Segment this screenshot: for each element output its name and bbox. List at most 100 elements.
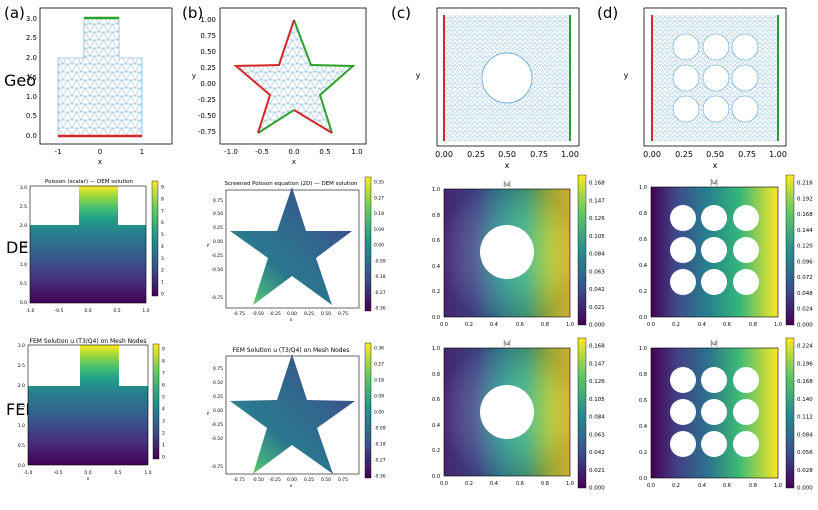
fem-c-xtick: 0.2 (465, 481, 473, 487)
dem-d-cbar-tick: 0.192 (797, 196, 813, 202)
dem-a-plot: Poisson (scalar) — DEM solution 0 1 2 3 4 5 6 7… (20, 179, 164, 314)
fem-c-ytick: 0.0 (432, 474, 440, 480)
dem-a-cbar-tick: 6 (161, 220, 164, 226)
fem-c-hole (480, 385, 534, 439)
dem-b-ytick: 0.25 (213, 225, 223, 231)
dem-d-plot: |u| 0.216 0.192 0.168 0.144 0.120 0.096 0.072 0… (639, 174, 813, 329)
dem-b-ylabel: y (207, 243, 210, 248)
fem-a-ytick: 1.5 (18, 403, 25, 409)
fem-b-cbar-tick: 0.27 (374, 362, 384, 368)
dem-b-cbar-tick: 0.27 (374, 195, 384, 201)
geo-b-xtick: -0.5 (255, 148, 269, 156)
fem-d-cbar-tick: 0.028 (797, 468, 813, 474)
panel-label-b: (b) (182, 4, 203, 22)
geo-b-ytick: 0.50 (200, 48, 216, 56)
fem-b-cbar-tick: 0.18 (374, 378, 384, 384)
dem-b-title: Screened Poisson equation (2D) — DEM sol… (225, 181, 358, 187)
dem-c-cbar-tick: 0.168 (589, 181, 605, 187)
dem-d-cbar-tick: 0.120 (797, 244, 813, 250)
dem-b-xtick: 0.00 (287, 311, 297, 317)
fem-c-xtick: 0.6 (516, 481, 524, 487)
fem-b-ytick: -0.50 (211, 436, 223, 442)
dem-d-xtick: 1.0 (774, 322, 782, 328)
dem-a-ytick: 2.5 (20, 204, 27, 210)
dem-d-cbar-tick: 0.000 (797, 323, 813, 329)
geo-b-ytick: 1.00 (200, 16, 216, 24)
dem-d-ytick: 0.0 (639, 315, 647, 321)
fem-c-cbar-tick: 0.042 (589, 450, 605, 456)
fem-a-cbar-tick: 8 (162, 359, 165, 365)
geo-a-ylabel: y (28, 72, 32, 80)
fem-d-xtick: 0.0 (647, 483, 655, 489)
fem-b-field (230, 354, 355, 474)
fem-a-cbar-tick: 3 (162, 419, 165, 425)
fem-c-cbar-tick: 0.105 (589, 397, 605, 403)
fem-a-cbar-tick: 1 (162, 443, 165, 449)
dem-d-cbar-tick: 0.048 (797, 291, 813, 297)
fem-a-cbar-tick: 5 (162, 395, 165, 401)
dem-c-hole (480, 225, 534, 279)
geo-d-xtick: 0.25 (675, 150, 693, 159)
dem-a-cbar-tick: 5 (161, 232, 164, 238)
dem-d-holes (670, 205, 759, 295)
fem-d-ytick: 0.6 (639, 398, 647, 404)
dem-b-xtick: 0.75 (338, 311, 348, 317)
dem-a-xtick: 0.5 (113, 308, 120, 314)
geo-c-ylabel: y (416, 71, 421, 80)
dem-b-xtick: -0.25 (269, 311, 281, 317)
geo-d-xtick: 0.00 (643, 150, 661, 159)
dem-c-cbar-tick: 0.126 (589, 216, 605, 222)
dem-d-ytick: 0.2 (639, 289, 647, 295)
geo-a-ytick: 3.0 (26, 15, 37, 23)
geo-b-ytick: 0.25 (200, 64, 216, 72)
dem-a-ytick: 3.0 (20, 185, 27, 191)
geo-b-plot: 1.00 0.75 0.50 0.25 0.00 -0.25 -0.50 -0.… (192, 7, 367, 166)
fem-c-cbar-tick: 0.063 (589, 432, 605, 438)
dem-c-cbar-tick: 0.000 (589, 323, 605, 329)
geo-a-ytick: 1.5 (26, 74, 37, 82)
fem-d-ytick: 0.2 (639, 450, 647, 456)
fem-b-ytick: -0.75 (211, 464, 223, 470)
fem-c-xtick: 1.0 (566, 481, 574, 487)
dem-a-xtick: 1.0 (142, 308, 149, 314)
geo-b-xtick: 0.5 (319, 148, 330, 156)
fem-a-cbar-tick: 4 (162, 407, 165, 413)
fem-d-holes (670, 367, 759, 457)
fem-a-xlabel: x (87, 477, 90, 482)
fem-d-cbar-tick: 0.196 (797, 361, 813, 367)
dem-d-cbar-tick: 0.072 (797, 275, 813, 281)
dem-c-plot: |u| 0.168 0.147 0.126 0.105 0.084 0.063 0.042 0… (432, 174, 605, 329)
fem-b-cbar-tick: -0.09 (374, 426, 386, 432)
geo-a-mesh (57, 17, 143, 137)
fem-c-plot: |u| 0.168 0.147 0.126 0.105 0.084 0.063 0.042 0… (432, 337, 605, 492)
dem-b-cbar-tick: 0.18 (374, 211, 384, 217)
dem-b-ytick: -0.25 (211, 253, 223, 259)
geo-d-holes (672, 33, 759, 123)
dem-d-xtick: 0.6 (723, 322, 731, 328)
dem-a-ytick: 1.0 (20, 262, 27, 268)
fem-b-xtick: 0.25 (304, 477, 314, 483)
geo-a-ytick: 0.0 (26, 132, 37, 140)
geo-c-xtick: 1.00 (561, 150, 579, 159)
geo-b-ylabel: y (192, 72, 196, 80)
dem-b-xtick: -0.75 (233, 311, 245, 317)
geo-d-xtick: 0.75 (738, 150, 756, 159)
fem-d-xtick: 0.6 (723, 483, 731, 489)
dem-a-xtick: -1.0 (26, 308, 35, 314)
fem-d-cbar (785, 337, 795, 489)
dem-b-cbar-tick: 0.35 (374, 180, 384, 186)
dem-c-cbar-tick: 0.147 (589, 198, 605, 204)
geo-d-plot: 0.00 0.25 0.50 0.75 1.00 x y (624, 7, 787, 170)
dem-b-cbar-tick: 0.09 (374, 227, 384, 233)
fem-b-xtick: 0.00 (287, 477, 297, 483)
fem-a-xtick: -0.5 (54, 470, 63, 476)
fem-b-ytick: 0.50 (213, 380, 223, 386)
geo-b-xlabel: x (292, 158, 296, 166)
fem-b-ytick: -0.25 (211, 422, 223, 428)
geo-c-xtick: 0.50 (498, 150, 516, 159)
dem-d-cbar-tick: 0.024 (797, 307, 813, 313)
fem-d-ytick: 0.0 (639, 476, 647, 482)
fem-d-xtick: 0.8 (749, 483, 757, 489)
dem-b-xlabel: x (290, 318, 293, 323)
